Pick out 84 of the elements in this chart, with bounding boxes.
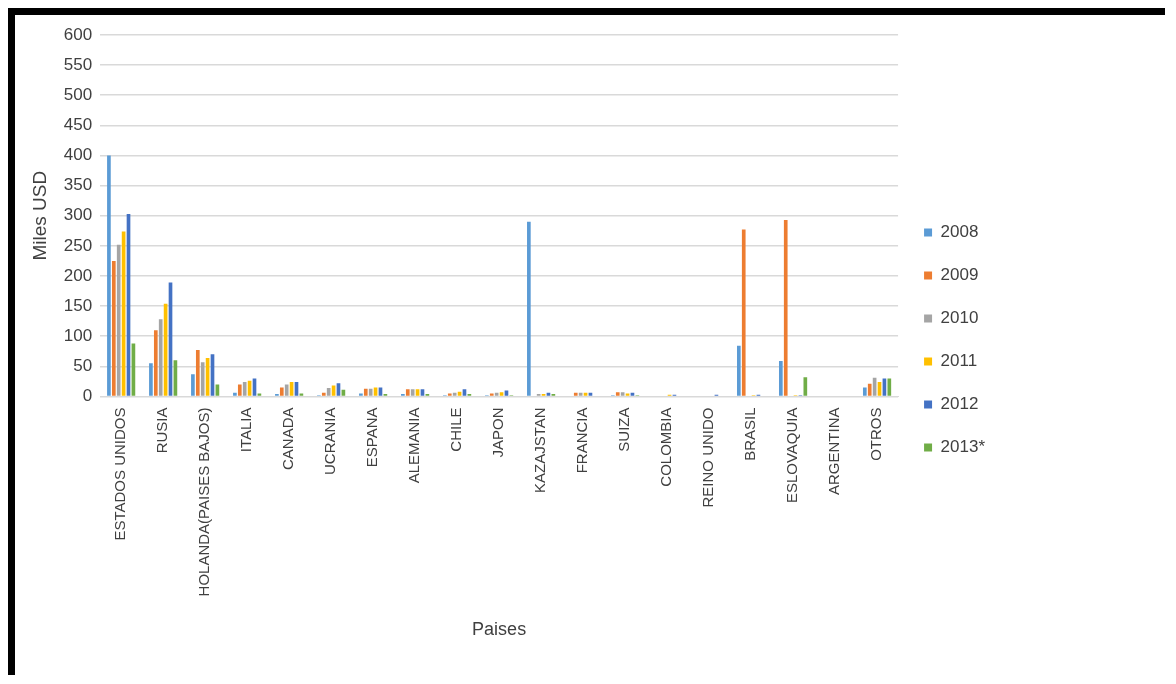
bar: [116, 244, 121, 396]
y-tick-label: 550: [63, 54, 93, 74]
bar: [257, 393, 262, 396]
x-tick-label: FRANCIA: [573, 407, 591, 474]
y-tick-label: 150: [63, 295, 93, 315]
x-tick-label: BRASIL: [741, 407, 759, 461]
y-axis-title: Miles USD: [28, 170, 50, 261]
bar: [373, 387, 378, 396]
x-tick-label: UCRANIA: [321, 407, 339, 475]
x-tick-label: OTROS: [867, 407, 885, 461]
x-tick-label: ESLOVAQUIA: [783, 407, 801, 504]
y-tick-label: 500: [63, 84, 93, 104]
y-tick-label: 50: [73, 356, 93, 376]
bar: [149, 363, 153, 396]
bar: [107, 155, 111, 396]
bar: [741, 229, 746, 396]
bar: [615, 392, 620, 396]
bar: [195, 350, 200, 396]
bar: [321, 392, 326, 396]
legend-label: 2008: [940, 222, 979, 242]
bar: [803, 377, 808, 396]
bar: [233, 392, 237, 396]
bar: [405, 389, 410, 396]
bar: [887, 378, 892, 396]
bar: [158, 319, 163, 396]
y-tick-label: 200: [63, 265, 93, 285]
bar: [494, 392, 499, 396]
legend-label: 2012: [940, 394, 979, 414]
bar: [242, 382, 247, 396]
x-tick-label: HOLANDA(PAISES BAJOS): [195, 407, 213, 597]
bar: [153, 330, 158, 396]
legend-label: 2010: [940, 308, 979, 328]
x-tick-label: COLOMBIA: [657, 407, 675, 487]
bar: [284, 384, 289, 396]
bar: [499, 392, 504, 396]
legend-label: 2009: [940, 265, 979, 285]
bar: [862, 387, 867, 396]
bar: [279, 387, 284, 396]
bar: [447, 393, 452, 396]
y-tick-label: 600: [63, 24, 93, 44]
legend-label: 2011: [940, 351, 978, 371]
x-tick-label: REINO UNIDO: [699, 407, 717, 508]
x-tick-label: CANADA: [279, 407, 297, 470]
bar: [237, 384, 242, 396]
x-tick-label: ARGENTINA: [825, 407, 843, 495]
x-tick-label: KAZAJSTAN: [531, 407, 549, 494]
y-tick-label: 400: [63, 145, 93, 165]
x-tick-label: ESPANA: [363, 407, 381, 468]
bar: [737, 345, 741, 396]
y-tick-label: 450: [63, 115, 93, 135]
y-tick-label: 300: [63, 205, 93, 225]
bar: [778, 360, 783, 396]
x-tick-label: ITALIA: [237, 407, 255, 453]
x-axis-title: Paises: [472, 619, 527, 640]
bar: [359, 393, 363, 396]
bar: [191, 374, 195, 396]
bar: [200, 362, 205, 396]
bar: [368, 388, 373, 396]
bar: [489, 393, 494, 396]
bar: [504, 390, 509, 396]
bar: [299, 393, 304, 396]
bar: [363, 388, 368, 396]
bar: [111, 260, 116, 396]
legend-label: 2013*: [940, 437, 986, 457]
x-tick-label: ESTADOS UNIDOS: [111, 407, 129, 541]
x-tick-label: CHILE: [447, 407, 465, 452]
x-tick-label: SUIZA: [615, 407, 633, 452]
y-tick-label: 350: [63, 175, 93, 195]
bar: [573, 392, 578, 396]
y-tick-label: 0: [82, 386, 93, 406]
bar: [620, 392, 625, 396]
bar: [867, 383, 872, 396]
x-tick-label: RUSIA: [153, 407, 171, 454]
bar: [326, 388, 331, 396]
x-tick-label: ALEMANIA: [405, 407, 423, 484]
y-tick-label: 250: [63, 235, 93, 255]
bar: [378, 387, 383, 396]
bar: [625, 393, 630, 396]
bar: [452, 392, 457, 396]
bar: [527, 221, 531, 396]
x-tick-label: JAPON: [489, 407, 507, 458]
bar: [783, 219, 788, 396]
y-tick-label: 100: [63, 325, 93, 345]
bar: [410, 389, 415, 396]
